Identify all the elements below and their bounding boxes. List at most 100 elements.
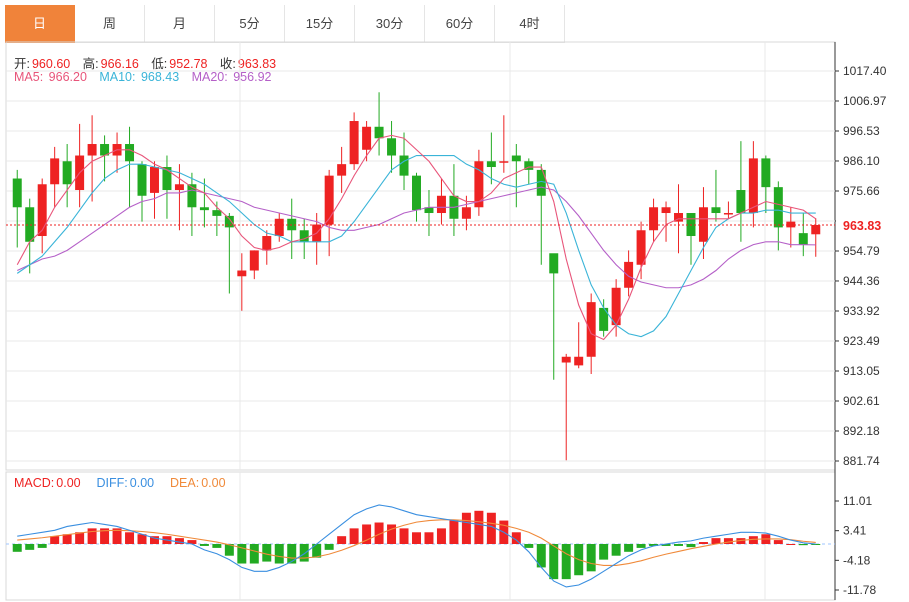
macd-bar <box>274 543 284 564</box>
diff-value: 0.00 <box>129 476 155 490</box>
macd-bar <box>174 538 184 544</box>
ohlc-legend: 开: 960.60 高: 966.16 低: 952.78 收: 963.83 <box>14 53 278 72</box>
candle-body <box>349 121 359 165</box>
candle-body <box>125 144 135 162</box>
macd-bar <box>399 528 409 544</box>
candle-body <box>486 161 496 168</box>
macd-bar <box>599 543 609 560</box>
candle-body <box>611 287 621 326</box>
candle-body <box>137 164 147 196</box>
macd-bar <box>12 543 22 552</box>
candle-body <box>461 207 471 219</box>
close-label: 收: <box>219 57 236 71</box>
ma5-label: MA5: <box>14 70 44 84</box>
candle-body <box>574 356 584 366</box>
ma20-label: MA20: <box>191 70 228 84</box>
macd-bar <box>249 543 259 564</box>
tab-4[interactable]: 15分 <box>285 5 355 43</box>
macd-bar <box>536 543 546 568</box>
last-price-badge-bg <box>836 216 896 235</box>
macd-legend: MACD: 0.00 DIFF: 0.00 DEA: 0.00 <box>14 476 228 490</box>
candle-body <box>274 218 284 237</box>
candle-body <box>773 187 783 228</box>
candle-body <box>674 213 684 222</box>
candle-body <box>50 158 60 185</box>
tab-0[interactable]: 日 <box>5 5 75 43</box>
candle-body <box>561 356 571 363</box>
last-price-label: 963.83 <box>843 219 881 233</box>
tab-6[interactable]: 60分 <box>425 5 495 43</box>
candle-body <box>212 210 222 216</box>
price-tick-label: 986.10 <box>843 154 880 168</box>
candle-body <box>387 138 397 156</box>
candle-body <box>412 175 421 211</box>
macd-tick-label: 11.01 <box>843 494 872 508</box>
candle-body <box>237 270 247 277</box>
macd-bar <box>561 543 571 580</box>
ma10-line <box>16 154 816 338</box>
price-tick-label: 933.92 <box>843 304 880 318</box>
macd-bar <box>586 543 596 572</box>
macd-tick-label: 3.41 <box>843 524 867 538</box>
candle-body <box>424 207 434 214</box>
candle-body <box>299 230 309 242</box>
candle-body <box>624 261 634 288</box>
macd-bar <box>698 542 708 544</box>
macd-bar <box>100 528 110 544</box>
macd-bar <box>224 543 234 556</box>
candle-body <box>511 155 521 162</box>
low-value: 952.78 <box>169 57 208 71</box>
price-panel-frame <box>5 41 836 471</box>
candle-body <box>649 207 659 231</box>
macd-bar <box>324 543 334 550</box>
tab-2[interactable]: 月 <box>145 5 215 43</box>
candle-body <box>324 175 334 225</box>
macd-bar <box>674 543 684 546</box>
candle-body <box>761 158 771 188</box>
macd-bar <box>686 543 696 548</box>
candle-body <box>811 225 821 235</box>
macd-bar <box>187 540 197 544</box>
candle-body <box>199 207 209 211</box>
macd-bar <box>312 543 322 558</box>
macd-bar <box>549 543 559 580</box>
candle-body <box>25 207 35 242</box>
candle-body <box>162 167 172 191</box>
ma10-value: 968.43 <box>140 70 180 84</box>
candle-body <box>586 302 596 357</box>
close-value: 963.83 <box>237 57 277 71</box>
candle-body <box>149 167 159 193</box>
tab-3[interactable]: 5分 <box>215 5 285 43</box>
macd-bar <box>387 524 397 544</box>
dea-value: 0.00 <box>201 476 226 490</box>
macd-bar <box>661 543 671 546</box>
period-tabs: 日周月 5分 15分 30分 60分 4时 <box>5 5 565 43</box>
price-tick-label: 923.49 <box>843 334 880 348</box>
price-tick-label: 902.61 <box>843 394 880 408</box>
candle-body <box>436 195 446 214</box>
price-tick-label: 996.53 <box>843 124 880 138</box>
macd-bar <box>299 543 309 562</box>
ma-legend: MA5: 966.20 MA10: 968.43 MA20: 956.92 <box>14 70 273 84</box>
macd-bar <box>112 528 122 544</box>
candle-body <box>736 190 746 214</box>
macd-bar <box>436 528 446 544</box>
ma10-label: MA10: <box>99 70 136 84</box>
price-tick-label: 1017.40 <box>843 64 887 78</box>
candle-body <box>87 144 97 156</box>
macd-tick-label: -4.18 <box>843 553 871 567</box>
macd-bar <box>748 536 758 544</box>
macd-bar <box>524 543 534 548</box>
candle-body <box>499 161 509 163</box>
macd-bar <box>786 543 796 545</box>
price-tick-label: 954.79 <box>843 244 880 258</box>
macd-tick-label: -11.78 <box>843 583 876 597</box>
candle-body <box>524 161 534 170</box>
macd-bar <box>50 536 60 544</box>
candle-body <box>798 233 808 245</box>
tab-1[interactable]: 周 <box>75 5 145 43</box>
dea-line <box>17 519 816 567</box>
open-label: 开: <box>14 57 30 71</box>
diff-line <box>17 504 816 588</box>
